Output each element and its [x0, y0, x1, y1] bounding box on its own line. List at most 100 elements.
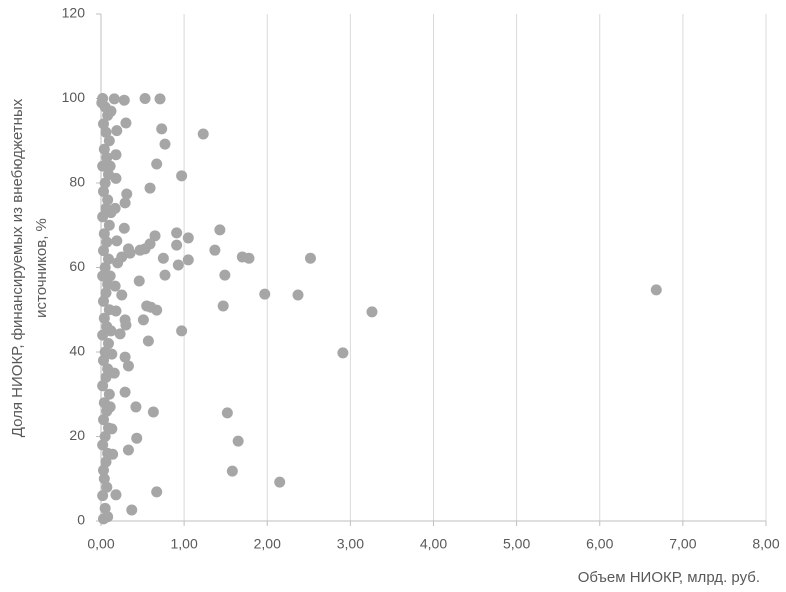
- point: [102, 363, 114, 375]
- point: [98, 228, 110, 240]
- point: [104, 270, 116, 282]
- point: [102, 422, 114, 434]
- point: [366, 306, 378, 318]
- point: [122, 360, 134, 372]
- point: [103, 388, 115, 400]
- point: [102, 447, 114, 459]
- point: [182, 232, 194, 244]
- point: [103, 219, 115, 231]
- point: [110, 149, 122, 161]
- y-tick-label: 100: [62, 89, 86, 105]
- point: [139, 93, 151, 104]
- point: [110, 489, 122, 501]
- point: [221, 407, 233, 419]
- point: [121, 188, 133, 200]
- y-tick-label: 40: [69, 343, 85, 359]
- point: [97, 295, 109, 307]
- point: [126, 504, 138, 516]
- point: [147, 406, 159, 418]
- point: [232, 435, 244, 447]
- point: [102, 338, 114, 350]
- y-axis-title: Доля НИОКР, финансируемых из внебюджетны…: [9, 98, 50, 437]
- point: [337, 347, 349, 359]
- point: [157, 252, 169, 264]
- x-tick-label: 8,00: [752, 536, 779, 552]
- point: [118, 94, 130, 106]
- point: [120, 319, 132, 331]
- point: [131, 432, 143, 444]
- point: [104, 160, 116, 172]
- point: [112, 257, 124, 269]
- x-tick-label: 1,00: [171, 536, 198, 552]
- point: [97, 354, 109, 366]
- point: [102, 278, 114, 290]
- y-axis-title-line: источников, %: [33, 218, 50, 318]
- y-axis-title-line: Доля НИОКР, финансируемых из внебюджетны…: [9, 98, 26, 437]
- point: [226, 465, 238, 477]
- point: [171, 227, 183, 239]
- point: [99, 431, 111, 442]
- point: [108, 93, 120, 105]
- point: [236, 251, 248, 263]
- point: [219, 269, 231, 281]
- point: [274, 476, 286, 488]
- point: [116, 289, 128, 301]
- point: [102, 194, 114, 206]
- point: [119, 386, 131, 398]
- point: [209, 244, 221, 256]
- point: [105, 325, 117, 337]
- y-tick-label: 0: [77, 512, 85, 528]
- x-tick-label: 6,00: [586, 536, 613, 552]
- point: [159, 269, 171, 281]
- y-tick-label: 20: [69, 427, 85, 443]
- point: [104, 401, 116, 413]
- point: [124, 247, 136, 259]
- point: [105, 207, 117, 219]
- point: [97, 185, 109, 197]
- point: [103, 135, 115, 147]
- point: [119, 351, 131, 363]
- point: [176, 325, 188, 337]
- point: [122, 444, 134, 456]
- point: [111, 125, 123, 137]
- point: [133, 275, 145, 287]
- point: [292, 289, 304, 301]
- point: [97, 211, 109, 223]
- point: [96, 97, 108, 109]
- point: [97, 329, 109, 341]
- point: [120, 117, 132, 129]
- x-tick-label: 0,00: [87, 536, 114, 552]
- point: [98, 312, 110, 324]
- point: [197, 128, 209, 140]
- point: [97, 464, 109, 476]
- point: [100, 126, 112, 138]
- point: [99, 502, 111, 514]
- point: [105, 105, 117, 117]
- point: [142, 335, 154, 347]
- x-tick-label: 7,00: [669, 536, 696, 552]
- point: [156, 123, 168, 135]
- x-axis-title: Объем НИОКР, млрд. руб.: [578, 569, 760, 586]
- point: [172, 259, 184, 271]
- point: [100, 371, 112, 383]
- y-tick-label: 120: [62, 5, 86, 21]
- point: [141, 300, 153, 312]
- point: [97, 380, 109, 392]
- point: [154, 93, 166, 105]
- point: [99, 346, 111, 358]
- point: [114, 328, 126, 340]
- point: [102, 253, 114, 265]
- point: [118, 222, 130, 234]
- point: [97, 118, 109, 130]
- point: [134, 244, 146, 256]
- point: [99, 177, 111, 189]
- point: [259, 288, 271, 300]
- point: [151, 486, 163, 498]
- point: [119, 197, 131, 209]
- point: [97, 245, 109, 257]
- point: [214, 224, 226, 236]
- y-tick-label: 60: [69, 258, 85, 274]
- point: [99, 262, 111, 273]
- x-tick-label: 2,00: [254, 536, 281, 552]
